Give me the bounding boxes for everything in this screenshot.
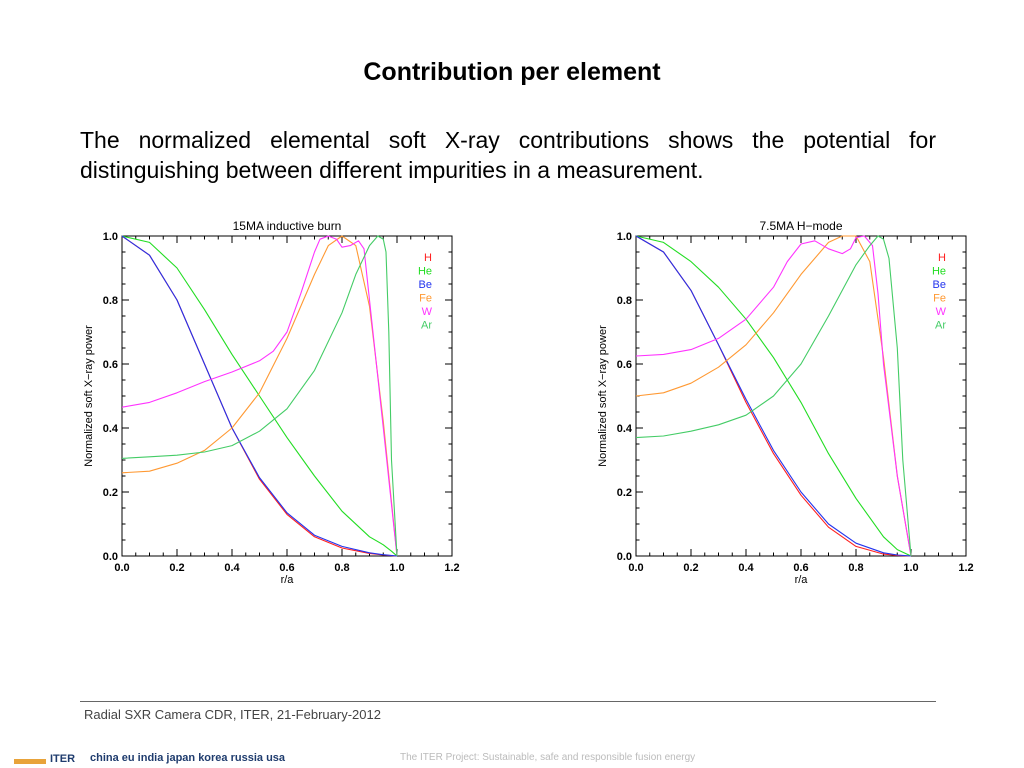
member-list: china eu india japan korea russia usa: [90, 752, 286, 764]
x-axis-label: r/a: [795, 574, 809, 586]
series-line-be: [635, 235, 912, 557]
plot-15ma: 15MA inductive burn 0.0 0.2 0.4 0.6 0.8 1.0 1.2…: [78, 212, 478, 592]
chart-title: 15MA inductive burn: [233, 219, 342, 233]
footer-divider: [80, 701, 936, 702]
series-line-w: [121, 235, 398, 557]
x-tick-label: 0.0: [114, 562, 129, 574]
x-tick-label: 0.2: [169, 562, 184, 574]
legend-entry-be: Be: [419, 279, 432, 291]
plot-frame: [635, 235, 967, 557]
series-line-he: [121, 235, 398, 557]
x-tick-label: 1.2: [958, 562, 973, 574]
legend-entry-he: He: [418, 266, 432, 278]
x-tick-label: 0.2: [683, 562, 698, 574]
y-tick-label: 1.0: [103, 231, 118, 243]
y-tick-label: 1.0: [617, 231, 632, 243]
x-tick-label: 0.6: [793, 562, 808, 574]
legend-entry-w: W: [422, 306, 433, 318]
x-tick-label: 1.2: [444, 562, 459, 574]
legend-entry-h: H: [424, 252, 432, 264]
series-line-ar: [121, 235, 398, 557]
y-tick-label: 0.2: [103, 487, 118, 499]
series-line-w: [635, 235, 912, 557]
chart-svg-15ma: 15MA inductive burn 0.0 0.2 0.4 0.6 0.8 1.0 1.2…: [83, 219, 460, 586]
x-tick-label: 0.4: [738, 562, 754, 574]
chart-svg-7p5ma: 7.5MA H−mode 0.0 0.2 0.4 0.6 0.8 1.0 1.2 0.0 0.2 0…: [597, 219, 974, 586]
x-tick-label: 0.4: [224, 562, 240, 574]
footer-text: Radial SXR Camera CDR, ITER, 21-February…: [84, 707, 381, 722]
x-axis-label: r/a: [281, 574, 295, 586]
series-line-ar: [635, 235, 912, 557]
x-tick-label: 0.6: [279, 562, 294, 574]
y-tick-label: 0.2: [617, 487, 632, 499]
legend-entry-w: W: [936, 306, 947, 318]
y-axis-label: Normalized soft X−ray power: [83, 325, 95, 467]
banner-stripe: [14, 759, 46, 764]
legend-entry-h: H: [938, 252, 946, 264]
y-axis-label: Normalized soft X−ray power: [597, 325, 609, 467]
iter-logo: ITER: [50, 753, 76, 765]
slide-body-text: The normalized elemental soft X-ray cont…: [80, 127, 936, 183]
x-tick-label: 0.8: [848, 562, 863, 574]
y-tick-label: 0.0: [617, 551, 632, 563]
legend-entry-be: Be: [933, 279, 946, 291]
y-tick-label: 0.6: [103, 359, 118, 371]
x-tick-label: 0.0: [628, 562, 643, 574]
y-tick-label: 0.8: [617, 295, 632, 307]
y-tick-label: 0.4: [103, 423, 119, 435]
plot-7p5ma: 7.5MA H−mode 0.0 0.2 0.4 0.6 0.8 1.0 1.2 0.0 0.2 0…: [592, 212, 992, 592]
legend-entry-ar: Ar: [421, 320, 432, 332]
y-tick-label: 0.4: [617, 423, 633, 435]
banner-tagline: The ITER Project: Sustainable, safe and …: [400, 752, 696, 763]
series-line-fe: [121, 235, 398, 557]
plot-frame: [121, 235, 453, 557]
y-tick-label: 0.0: [103, 551, 118, 563]
y-tick-label: 0.6: [617, 359, 632, 371]
slide-title: Contribution per element: [363, 58, 661, 86]
chart-title: 7.5MA H−mode: [759, 219, 842, 233]
y-tick-label: 0.8: [103, 295, 118, 307]
x-tick-label: 1.0: [903, 562, 918, 574]
legend-entry-fe: Fe: [933, 293, 946, 305]
series-line-be: [121, 235, 398, 557]
x-tick-label: 1.0: [389, 562, 404, 574]
legend-entry-fe: Fe: [419, 293, 432, 305]
legend-entry-he: He: [932, 266, 946, 278]
legend-entry-ar: Ar: [935, 320, 946, 332]
x-tick-label: 0.8: [334, 562, 349, 574]
bottom-banner: ITER china eu india japan korea russia u…: [0, 752, 1024, 768]
